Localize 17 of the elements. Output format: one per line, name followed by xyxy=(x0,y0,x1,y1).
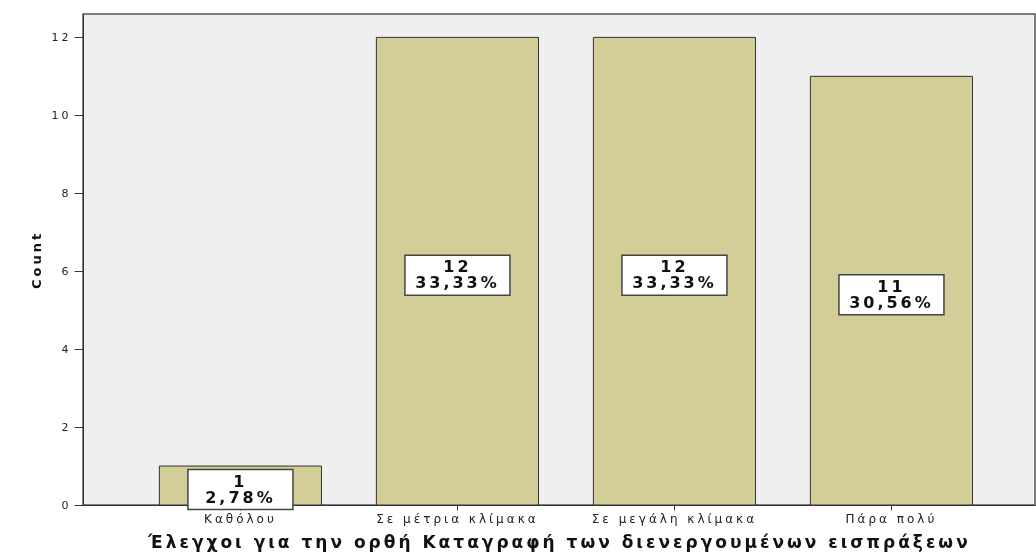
x-axis-title: Έλεγχοι για την ορθή Καταγραφή των διενεργουμένων εισπράξεων xyxy=(147,531,971,552)
data-label: 11 30,56% xyxy=(849,276,934,312)
y-tick-label: 8 xyxy=(61,186,72,200)
y-tick-label: 6 xyxy=(61,264,72,278)
x-tick-label: Σε μέτρια κλίμακα xyxy=(376,511,539,526)
y-tick-label: 0 xyxy=(61,498,72,512)
y-axis-title: Count xyxy=(28,230,44,290)
data-label: 1 2,78% xyxy=(205,471,276,507)
y-tick-label: 4 xyxy=(61,342,72,356)
x-tick-label: Καθόλου xyxy=(204,511,277,526)
y-tick-label: 12 xyxy=(51,30,72,44)
x-tick-label: Σε μεγάλη κλίμακα xyxy=(591,511,758,526)
x-tick-label: Πάρα πολύ xyxy=(845,511,938,526)
y-tick-label: 2 xyxy=(61,420,72,434)
data-label: 12 33,33% xyxy=(632,257,717,293)
y-tick-label: 10 xyxy=(51,108,72,122)
data-label: 12 33,33% xyxy=(415,257,500,293)
